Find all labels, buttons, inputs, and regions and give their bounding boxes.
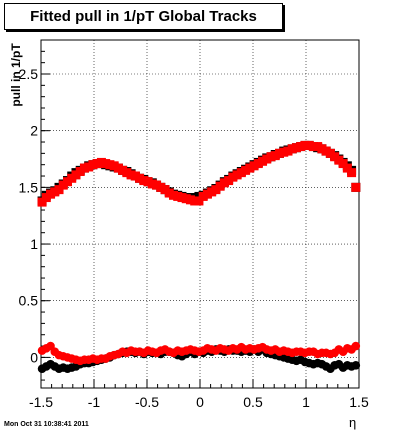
- y-axis-label: pull in 1/pT: [9, 43, 23, 107]
- data-point: [54, 185, 64, 195]
- y-tick-label: 2: [30, 123, 38, 139]
- y-tick-label: 1: [30, 236, 38, 252]
- data-point: [347, 168, 357, 178]
- x-axis-label: η: [349, 415, 357, 430]
- chart-title: Fitted pull in 1/pT Global Tracks: [30, 8, 257, 25]
- timestamp-footer: Mon Oct 31 10:38:41 2011: [4, 421, 89, 428]
- x-tick-label: 0.5: [243, 394, 263, 410]
- data-point: [194, 196, 204, 206]
- data-point: [342, 163, 352, 173]
- x-tick-label: -1: [88, 394, 101, 410]
- x-tick-label: 1.5: [349, 394, 369, 410]
- data-point: [351, 361, 361, 370]
- axes: -1.5 -1 -0.5 0 0.5 1 1.5 0 0.5 1 1.5 2 2.5: [19, 39, 369, 410]
- data-point: [351, 182, 361, 192]
- x-tick-label: 1: [302, 394, 310, 410]
- data-point: [351, 341, 361, 351]
- grid-lines: [40, 40, 360, 388]
- data-point: [338, 159, 348, 169]
- chart-title-box: Fitted pull in 1/pT Global Tracks: [4, 3, 283, 30]
- data-point: [37, 197, 47, 207]
- y-tick-label: 0: [30, 349, 38, 365]
- y-tick-label: 2.5: [19, 66, 39, 82]
- series-1: [37, 140, 361, 207]
- series-3: [37, 341, 361, 366]
- y-tick-label: 1.5: [19, 179, 39, 195]
- x-tick-label: 0: [196, 394, 204, 410]
- data-series: [37, 140, 361, 374]
- y-tick-label: 0.5: [19, 293, 39, 309]
- x-tick-label: -0.5: [135, 394, 159, 410]
- x-tick-label: -1.5: [29, 394, 53, 410]
